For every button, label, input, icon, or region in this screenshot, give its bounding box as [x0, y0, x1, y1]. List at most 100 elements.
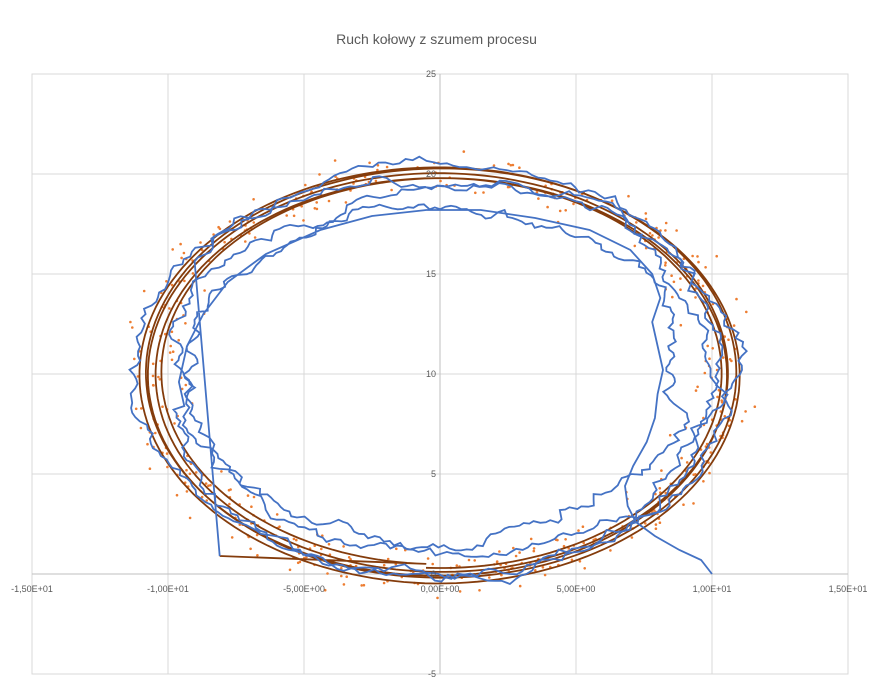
measurement-point — [368, 161, 371, 165]
measurement-point — [492, 164, 496, 167]
measurement-point — [395, 547, 398, 551]
measurement-point — [304, 183, 307, 187]
measurement-point — [657, 236, 660, 239]
measurement-point — [703, 371, 707, 375]
measurement-point — [708, 471, 711, 475]
measurement-point — [697, 279, 700, 282]
measurement-point — [467, 558, 471, 562]
measurement-point — [170, 358, 174, 362]
measurement-point — [740, 419, 744, 423]
measurement-point — [532, 549, 536, 553]
measurement-point — [685, 461, 689, 464]
measurement-point — [139, 426, 143, 430]
measurement-point — [131, 326, 134, 329]
measurement-point — [142, 289, 146, 293]
measurement-point — [340, 574, 343, 578]
measurement-point — [223, 240, 226, 244]
measurement-point — [168, 307, 171, 310]
measurement-point — [696, 385, 699, 389]
measurement-point — [292, 214, 296, 218]
measurement-point — [633, 244, 637, 248]
measurement-point — [507, 162, 510, 166]
measurement-point — [180, 256, 183, 260]
measurement-point — [716, 395, 719, 399]
measurement-point — [315, 201, 319, 204]
measurement-point — [644, 522, 647, 525]
measurement-point — [255, 533, 259, 537]
measurement-point — [500, 573, 503, 577]
measurement-point — [205, 499, 208, 502]
measurement-point — [179, 242, 182, 246]
measurement-point — [654, 527, 658, 530]
measurement-point — [166, 465, 169, 469]
measurement-point — [458, 590, 462, 593]
measurement-point — [721, 356, 725, 359]
measurement-point — [256, 554, 259, 557]
measurement-point — [664, 261, 667, 265]
measurement-point — [564, 209, 567, 212]
measurement-point — [292, 537, 296, 541]
measurement-point — [204, 482, 208, 485]
measurement-point — [691, 254, 694, 258]
measurement-point — [151, 362, 155, 366]
measurement-point — [704, 266, 707, 269]
measurement-point — [340, 567, 343, 570]
measurement-point — [382, 581, 386, 585]
measurement-point — [709, 451, 713, 454]
measurement-point — [512, 546, 515, 550]
measurement-point — [228, 220, 232, 223]
measurement-point — [250, 505, 253, 509]
measurement-point — [252, 221, 256, 224]
measurement-point — [529, 537, 533, 541]
measurement-point — [220, 470, 223, 473]
measurement-point — [382, 563, 386, 567]
measurement-point — [578, 560, 582, 563]
y-tick-label: 15 — [426, 269, 436, 279]
x-tick-label: 5,00E+00 — [557, 584, 596, 594]
measurement-point — [564, 538, 567, 541]
x-tick-label: -1,00E+01 — [147, 584, 189, 594]
measurement-point — [212, 233, 215, 236]
measurement-point — [252, 495, 256, 499]
measurement-point — [182, 251, 186, 255]
measurement-point — [333, 159, 337, 162]
measurement-point — [194, 471, 198, 474]
true-trajectory-series — [138, 166, 741, 585]
measurement-point — [664, 264, 667, 267]
measurement-point — [658, 487, 662, 490]
measurement-point — [173, 422, 176, 425]
measurement-point — [473, 559, 477, 562]
measurement-point — [654, 523, 658, 526]
measurement-point — [541, 566, 545, 569]
measurement-point — [295, 538, 298, 542]
measurement-point — [426, 557, 430, 560]
measurement-point — [727, 338, 730, 342]
measurement-point — [285, 214, 289, 217]
measurement-point — [302, 219, 305, 222]
measurement-point — [431, 562, 435, 566]
measurement-point — [203, 289, 206, 292]
measurement-point — [390, 188, 393, 192]
measurement-point — [680, 456, 683, 460]
measurement-point — [188, 516, 192, 520]
measurement-point — [342, 545, 345, 548]
measurement-point — [495, 560, 499, 563]
measurement-point — [745, 310, 748, 314]
measurement-point — [701, 284, 705, 288]
measurement-point — [207, 484, 210, 488]
measurement-point — [345, 575, 349, 578]
measurement-point — [349, 558, 352, 561]
measurement-point — [532, 547, 536, 550]
measurement-point — [708, 357, 711, 361]
measurement-point — [136, 375, 140, 378]
measurement-point — [315, 207, 319, 211]
measurement-point — [158, 378, 162, 381]
measurement-point — [668, 433, 672, 437]
chart-title: Ruch kołowy z szumem procesu — [336, 31, 537, 47]
measurement-point — [183, 279, 186, 283]
measurement-point — [229, 488, 232, 491]
measurement-point — [320, 547, 323, 551]
measurement-point — [386, 557, 390, 561]
x-tick-label: 0,00E+00 — [421, 584, 460, 594]
